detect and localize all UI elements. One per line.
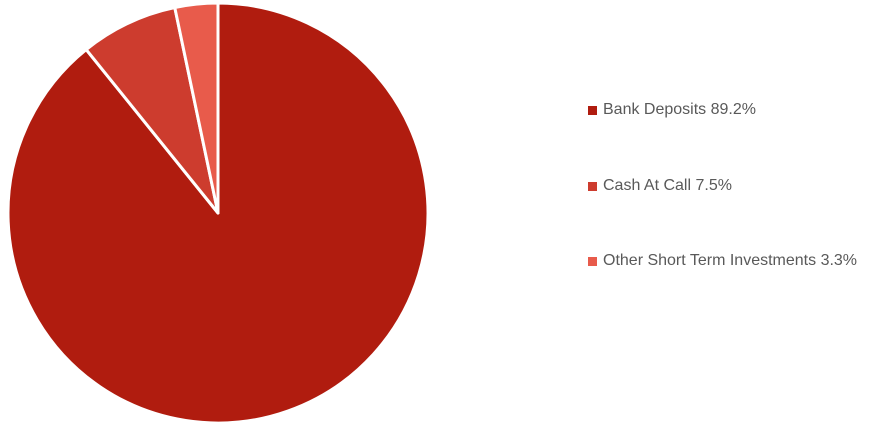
legend-label-bank-deposits: Bank Deposits 89.2% (603, 101, 756, 118)
legend-item-bank-deposits: Bank Deposits 89.2% (588, 99, 885, 121)
legend-swatch-bank-deposits (588, 106, 597, 115)
legend-swatch-cash-at-call (588, 182, 597, 191)
legend-label-other-short-term-investments: Other Short Term Investments 3.3% (603, 252, 858, 269)
chart-legend: Bank Deposits 89.2% Cash At Call 7.5% Ot… (588, 0, 885, 427)
pie-slice-2 (173, 1, 220, 215)
legend-label-cash-at-call: Cash At Call 7.5% (603, 177, 732, 194)
legend-item-other-short-term-investments: Other Short Term Investments 3.3% (588, 250, 878, 272)
legend-item-cash-at-call: Cash At Call 7.5% (588, 175, 885, 197)
pie-slices (6, 1, 430, 425)
pie-chart (6, 1, 430, 425)
legend-swatch-other-short-term-investments (588, 257, 597, 266)
